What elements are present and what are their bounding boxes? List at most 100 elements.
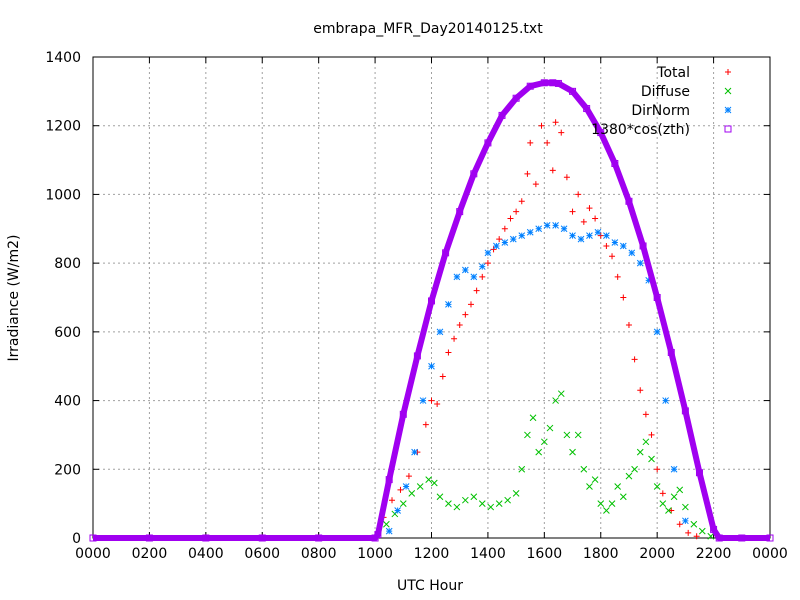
data-point-total <box>422 421 429 428</box>
data-point-dirnorm <box>501 239 509 246</box>
data-point-dirnorm <box>419 397 427 404</box>
data-point-diffuse <box>707 532 715 540</box>
data-point-1380-cos-zth <box>625 197 633 205</box>
data-point-diffuse <box>665 507 672 514</box>
x-tick-label: 2000 <box>639 546 675 562</box>
data-point-1380-cos-zth <box>399 410 407 418</box>
data-point-1380-cos-zth <box>540 79 548 87</box>
data-point-diffuse <box>445 500 452 507</box>
x-tick-label: 0000 <box>752 546 788 562</box>
data-point-1380-cos-zth <box>470 170 478 178</box>
data-point-dirnorm <box>385 527 393 535</box>
data-point-total <box>451 335 458 342</box>
data-point-total <box>668 507 675 514</box>
data-point-diffuse <box>698 527 706 535</box>
data-point-diffuse <box>591 476 599 483</box>
data-point-total <box>501 225 508 232</box>
data-point-1380-cos-zth <box>583 105 591 113</box>
data-point-diffuse <box>676 486 684 494</box>
data-point-diffuse <box>642 438 650 446</box>
data-point-dirnorm <box>526 228 534 236</box>
data-point-dirnorm <box>552 221 559 229</box>
data-point-total <box>490 246 497 253</box>
data-point-dirnorm <box>478 263 486 270</box>
data-point-total <box>527 139 534 146</box>
data-point-total <box>558 129 565 136</box>
data-point-total <box>620 294 627 301</box>
legend: Total Diffuse DirNorm 1380*cos(zth) <box>591 65 732 138</box>
data-point-1380-cos-zth <box>569 87 577 95</box>
data-point-1380-cos-zth <box>554 79 562 87</box>
data-point-total <box>507 215 514 222</box>
data-point-dirnorm <box>394 507 402 514</box>
data-point-dirnorm <box>577 235 585 243</box>
data-point-diffuse <box>383 520 390 528</box>
data-point-diffuse <box>552 397 559 404</box>
x-tick-label: 0800 <box>301 546 337 562</box>
data-point-1380-cos-zth <box>428 297 435 305</box>
data-point-dirnorm <box>402 483 410 490</box>
data-point-dirnorm <box>518 232 526 240</box>
x-tick-label: 0600 <box>244 546 280 562</box>
data-point-1380-cos-zth <box>695 469 703 477</box>
data-point-diffuse <box>586 483 593 490</box>
data-point-1380-cos-zth <box>258 534 266 542</box>
data-point-diffuse <box>461 496 469 504</box>
data-point-diffuse <box>535 448 543 456</box>
data-point-1380-cos-zth <box>597 129 605 137</box>
data-marks <box>89 79 774 542</box>
data-point-diffuse <box>557 390 565 398</box>
data-point-1380-cos-zth <box>710 525 718 533</box>
data-point-diffuse <box>478 500 486 507</box>
data-point-diffuse <box>614 483 622 490</box>
data-point-1380-cos-zth <box>681 407 689 415</box>
data-point-total <box>614 273 621 280</box>
y-tick-label: 200 <box>54 462 81 478</box>
data-point-total <box>637 387 644 394</box>
series-dirnorm <box>385 221 689 535</box>
data-point-diffuse <box>631 465 638 473</box>
data-point-diffuse <box>540 438 548 446</box>
data-point-total <box>434 401 441 408</box>
data-point-dirnorm <box>653 328 661 336</box>
data-point-total <box>445 349 452 356</box>
data-point-1380-cos-zth <box>442 249 450 257</box>
data-point-total <box>456 321 463 328</box>
data-point-total <box>603 242 610 249</box>
data-point-total <box>532 181 539 188</box>
data-point-dirnorm <box>428 362 435 370</box>
data-point-diffuse <box>682 503 689 511</box>
series-1380-cos-zth <box>89 79 774 542</box>
data-point-dirnorm <box>645 276 653 284</box>
data-point-1380-cos-zth <box>526 82 534 90</box>
y-tick-label: 800 <box>54 256 81 272</box>
data-point-1380-cos-zth <box>145 534 153 542</box>
data-point-1380-cos-zth <box>89 534 97 542</box>
data-point-1380-cos-zth <box>738 534 746 542</box>
data-point-total <box>609 253 616 260</box>
data-point-diffuse <box>529 414 537 422</box>
data-point-1380-cos-zth <box>202 534 210 542</box>
data-point-dirnorm <box>603 232 610 240</box>
data-point-total <box>642 411 649 418</box>
data-point-total <box>428 397 435 404</box>
data-point-diffuse <box>416 483 424 490</box>
y-axis-label: Irradiance (W/m2) <box>6 235 22 362</box>
data-point-dirnorm <box>470 273 478 281</box>
x-tick-label: 1200 <box>414 546 450 562</box>
data-point-total <box>552 119 559 126</box>
data-point-total <box>524 170 531 177</box>
data-point-dirnorm <box>569 232 576 240</box>
data-point-diffuse <box>425 476 433 483</box>
data-point-1380-cos-zth <box>512 94 520 102</box>
data-point-dirnorm <box>436 328 444 336</box>
data-point-diffuse <box>470 493 478 501</box>
data-point-dirnorm <box>670 465 678 473</box>
data-point-total <box>473 287 480 294</box>
data-point-dirnorm <box>636 259 644 267</box>
data-point-total <box>659 490 666 497</box>
data-point-total <box>479 273 486 280</box>
x-tick-label: 0400 <box>188 546 224 562</box>
data-point-diffuse <box>436 493 444 501</box>
